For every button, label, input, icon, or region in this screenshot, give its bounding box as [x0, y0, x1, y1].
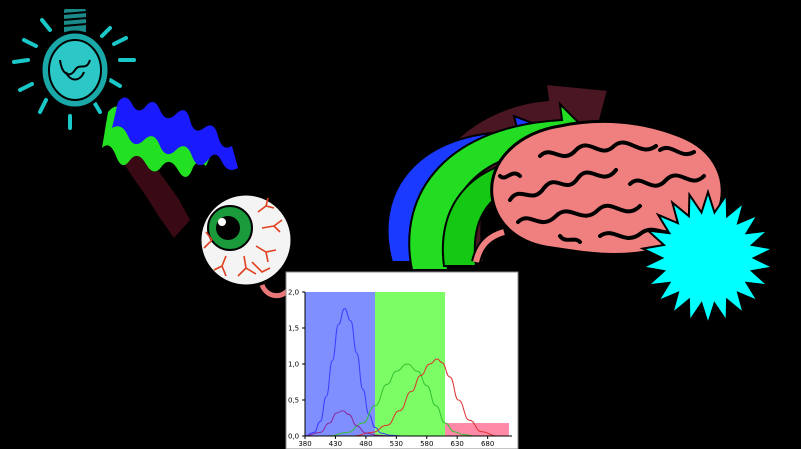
eye-icon — [198, 192, 295, 301]
starburst-icon — [639, 188, 777, 328]
light-bulb-icon — [12, 7, 136, 130]
x-tick-label: 680 — [481, 440, 494, 448]
y-tick-label: 0,5 — [288, 397, 299, 405]
wave-blue — [112, 97, 238, 170]
spectrum-band — [305, 292, 376, 436]
sensitivity-curve — [353, 358, 497, 437]
x-tick-label: 430 — [329, 440, 342, 448]
sensitivity-curve — [304, 308, 403, 437]
y-tick-label: 1,5 — [288, 325, 299, 333]
x-tick-label: 630 — [451, 440, 464, 448]
y-tick-label: 0,0 — [288, 433, 299, 441]
x-tick-label: 480 — [359, 440, 372, 448]
y-tick-label: 2,0 — [288, 289, 299, 297]
y-tick-label: 1,0 — [288, 361, 299, 369]
light-waves — [102, 97, 238, 238]
x-tick-label: 580 — [420, 440, 433, 448]
x-tick-label: 380 — [298, 440, 311, 448]
spectrum-band — [445, 423, 509, 436]
sensitivity-curve — [304, 410, 391, 437]
spectral-chart: 0,0 0,5 1,0 1,5 2,0 380 430 480 530 580 630 680 — [285, 271, 519, 449]
sensitivity-curve — [329, 363, 476, 437]
spectrum-band — [375, 292, 446, 436]
x-tick-label: 530 — [390, 440, 403, 448]
